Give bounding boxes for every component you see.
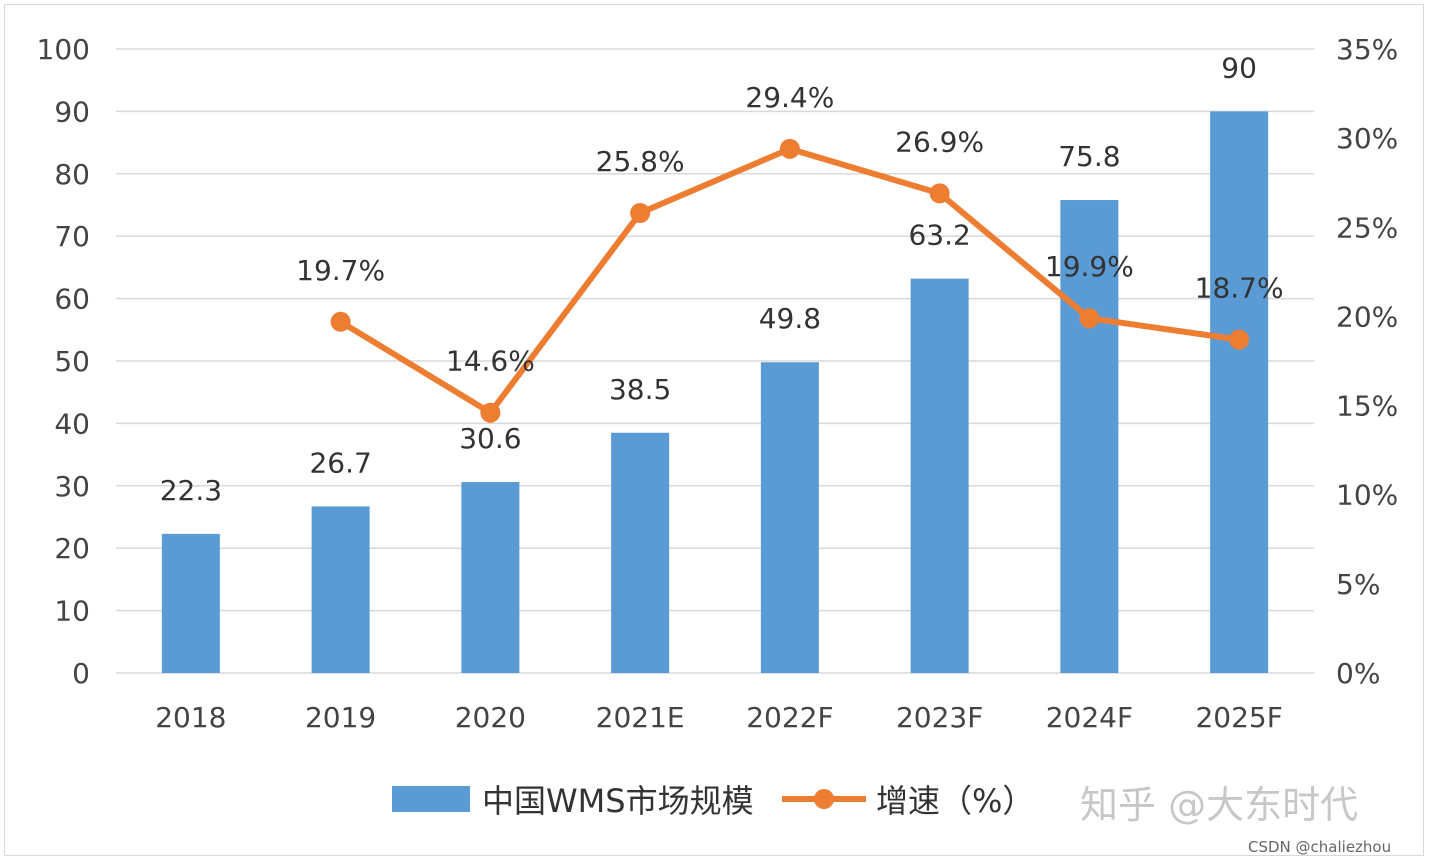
line-point xyxy=(480,402,501,423)
y-left-tick-label: 20 xyxy=(54,532,90,565)
x-axis-categories: 2018 2019 2020 2021E 2022F 2023F 2024F 2025F xyxy=(155,701,1283,734)
y-axis-right: 0% 5% 10% 15% 20% 25% 30% 35% xyxy=(1336,33,1398,690)
x-category-label: 2024F xyxy=(1046,701,1133,734)
y-left-tick-label: 0 xyxy=(72,657,90,690)
y-left-tick-label: 30 xyxy=(54,470,90,503)
x-category-label: 2023F xyxy=(896,701,983,734)
y-left-tick-label: 80 xyxy=(54,158,90,191)
y-left-tick-label: 50 xyxy=(54,345,90,378)
line-point xyxy=(330,311,351,332)
y-left-tick-label: 10 xyxy=(54,595,90,628)
legend-line-marker xyxy=(814,789,834,809)
line-data-labels: 19.7% 14.6% 25.8% 29.4% 26.9% 19.9% 18.7% xyxy=(296,81,1283,378)
y-left-tick-label: 70 xyxy=(54,220,90,253)
line-point xyxy=(929,183,950,204)
bar xyxy=(1060,200,1119,673)
y-right-tick-label: 0% xyxy=(1336,657,1380,690)
x-category-label: 2025F xyxy=(1195,701,1282,734)
credit-text: CSDN @chaliezhou xyxy=(1248,838,1391,856)
legend-bar-label: 中国WMS市场规模 xyxy=(482,782,754,820)
bar-series xyxy=(161,111,1269,673)
bar-data-label: 30.6 xyxy=(459,422,521,455)
gridlines xyxy=(116,48,1314,674)
watermark-text: 知乎 @大东时代 xyxy=(1080,783,1358,827)
y-right-tick-label: 30% xyxy=(1336,122,1398,155)
line-data-label: 26.9% xyxy=(895,125,984,158)
bar-data-label: 75.8 xyxy=(1058,140,1120,173)
y-left-tick-label: 40 xyxy=(54,407,90,440)
y-left-tick-label: 60 xyxy=(54,283,90,316)
line-point xyxy=(630,203,651,224)
bar-data-label: 90 xyxy=(1221,51,1257,84)
x-category-label: 2018 xyxy=(155,701,226,734)
y-right-tick-label: 5% xyxy=(1336,568,1380,601)
bar-data-label: 49.8 xyxy=(759,302,821,335)
y-right-tick-label: 35% xyxy=(1336,33,1398,66)
legend-bar-swatch xyxy=(392,786,470,812)
bar-data-label: 26.7 xyxy=(309,446,371,479)
y-right-tick-label: 20% xyxy=(1336,300,1398,333)
line-data-label: 19.7% xyxy=(296,254,385,287)
legend: 中国WMS市场规模 增速（%） xyxy=(392,782,1034,820)
line-data-label: 18.7% xyxy=(1195,272,1284,305)
bar-data-label: 22.3 xyxy=(160,474,222,507)
bar xyxy=(461,482,520,673)
line-data-label: 14.6% xyxy=(446,345,535,378)
bar xyxy=(1210,111,1269,673)
line-point xyxy=(1079,308,1100,329)
bar xyxy=(161,533,220,673)
line-data-label: 29.4% xyxy=(745,81,834,114)
line-point xyxy=(1229,329,1250,350)
x-category-label: 2022F xyxy=(746,701,833,734)
x-category-label: 2019 xyxy=(305,701,376,734)
line-point xyxy=(779,138,800,159)
legend-line-label: 增速（%） xyxy=(876,782,1034,820)
bar-data-labels: 22.3 26.7 30.6 38.5 49.8 63.2 75.8 90 xyxy=(160,51,1257,506)
y-left-tick-label: 90 xyxy=(54,95,90,128)
bar xyxy=(760,362,819,673)
y-axis-left: 0 10 20 30 40 50 60 70 80 90 100 xyxy=(37,33,90,690)
x-category-label: 2021E xyxy=(596,701,685,734)
bar xyxy=(611,432,670,673)
bar xyxy=(910,278,969,673)
y-right-tick-label: 10% xyxy=(1336,479,1398,512)
bar-data-label: 38.5 xyxy=(609,373,671,406)
bar xyxy=(311,506,370,673)
x-category-label: 2020 xyxy=(455,701,526,734)
bar-data-label: 63.2 xyxy=(908,219,970,252)
line-data-label: 25.8% xyxy=(596,145,685,178)
chart-frame xyxy=(4,4,1424,856)
line-data-label: 19.9% xyxy=(1045,250,1134,283)
y-left-tick-label: 100 xyxy=(37,33,90,66)
y-right-tick-label: 25% xyxy=(1336,211,1398,244)
line-series xyxy=(330,138,1250,423)
y-right-tick-label: 15% xyxy=(1336,390,1398,423)
